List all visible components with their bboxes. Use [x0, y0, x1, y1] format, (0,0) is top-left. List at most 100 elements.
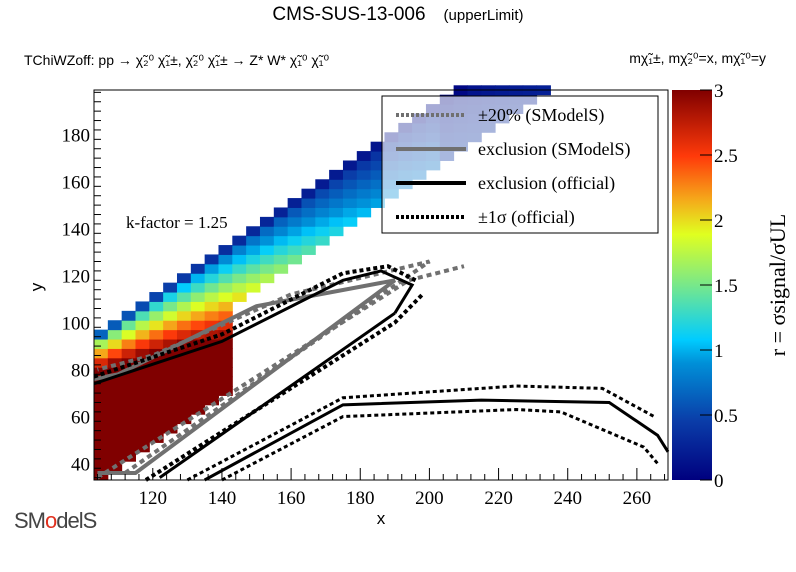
- heatmap-cell: [135, 376, 150, 387]
- heatmap-cell: [246, 226, 261, 237]
- heatmap-cell: [190, 292, 206, 302]
- heatmap-cell: [135, 367, 150, 378]
- heatmap-cell: [149, 292, 164, 302]
- heatmap-cell: [190, 367, 206, 378]
- heatmap-cell: [149, 310, 164, 321]
- heatmap-cell: [163, 339, 178, 349]
- heatmap-cell: [218, 301, 233, 312]
- heatmap-cell: [246, 282, 261, 293]
- heatmap-cell: [176, 404, 192, 415]
- heatmap-cell: [94, 423, 109, 434]
- legend-entry-label: exclusion (SModelS): [478, 139, 631, 160]
- y-tick-label: 40: [71, 455, 90, 476]
- legend: ±20% (SModelS) exclusion (SModelS) exclusi…: [381, 95, 659, 234]
- heatmap-cell: [121, 423, 136, 434]
- heatmap-cell: [287, 235, 302, 246]
- y-tick-label: 60: [71, 408, 90, 429]
- heatmap-cell: [301, 245, 316, 255]
- heatmap-cell: [176, 357, 192, 368]
- heatmap-cell: [218, 245, 233, 255]
- heatmap-cell: [204, 320, 219, 331]
- heatmap-cell: [190, 348, 206, 359]
- heatmap-cell: [135, 423, 150, 434]
- heatmap-cell: [121, 329, 136, 340]
- curve-smodels-exclusion: [93, 278, 397, 475]
- heatmap-cell: [121, 376, 136, 387]
- heatmap-cell: [190, 320, 206, 331]
- heatmap-cell: [259, 254, 275, 265]
- heatmap-cell: [149, 423, 164, 434]
- heatmap-cell: [94, 386, 109, 396]
- heatmap-cell: [315, 207, 330, 218]
- heatmap-cell: [246, 273, 261, 284]
- heatmap-cell: [204, 348, 219, 359]
- y-axis-label: y: [27, 282, 46, 291]
- z-tick-label: 2: [714, 211, 724, 232]
- heatmap-cell: [204, 282, 219, 293]
- legend-entry-label: ±1σ (official): [478, 207, 575, 228]
- heatmap-cell: [107, 320, 123, 331]
- heatmap-cell: [107, 404, 123, 415]
- heatmap-cell: [107, 442, 123, 453]
- y-tick-label: 100: [62, 314, 91, 335]
- heatmap-cell: [163, 367, 178, 378]
- heatmap-cell: [273, 254, 289, 265]
- heatmap-cell: [218, 376, 233, 387]
- heatmap-cell: [370, 179, 385, 190]
- heatmap-cell: [121, 320, 136, 331]
- heatmap-cell: [259, 263, 275, 274]
- z-tick-label: 0: [714, 471, 724, 492]
- color-bar-axis: 0 0.5 1 1.5 2 2.5 3: [700, 81, 738, 492]
- heatmap-cell: [107, 357, 123, 368]
- heatmap-cell: [204, 367, 219, 378]
- heatmap-cell: [163, 329, 178, 340]
- heatmap-cell: [190, 376, 206, 387]
- heatmap-cell: [342, 216, 358, 227]
- heatmap-cell: [342, 198, 358, 208]
- heatmap-cell: [135, 386, 150, 396]
- heatmap-cell: [287, 226, 302, 237]
- heatmap-cell: [121, 404, 136, 415]
- heatmap-cell: [232, 254, 247, 265]
- legend-entry-label: exclusion (official): [478, 173, 615, 194]
- heatmap-cell: [163, 292, 178, 302]
- heatmap-cell: [94, 329, 109, 340]
- heatmap-cell: [107, 451, 123, 462]
- heatmap-cell: [163, 301, 178, 312]
- heatmap-cell: [273, 226, 289, 237]
- k-factor-annotation: k-factor = 1.25: [126, 213, 228, 232]
- heatmap-cell: [204, 301, 219, 312]
- heatmap-cell: [315, 179, 330, 190]
- heatmap-cell: [176, 367, 192, 378]
- heatmap-cell: [135, 433, 150, 443]
- heatmap-cell: [190, 395, 206, 406]
- heatmap-cell: [356, 207, 372, 218]
- heatmap-cell: [121, 386, 136, 396]
- curve-official-minus1sigma-low: [221, 408, 659, 482]
- heatmap-cell: [218, 357, 233, 368]
- heatmap-cell: [232, 273, 247, 284]
- heatmap-cell: [190, 386, 206, 396]
- heatmap-cell: [149, 376, 164, 387]
- heatmap-cell: [176, 329, 192, 340]
- heatmap-cell: [204, 310, 219, 321]
- z-tick-label: 3: [714, 81, 724, 102]
- heatmap-cell: [259, 245, 275, 255]
- heatmap-cell: [190, 310, 206, 321]
- heatmap-cell: [135, 301, 150, 312]
- heatmap-cell: [356, 151, 372, 161]
- heatmap-cell: [107, 376, 123, 387]
- heatmap-cell: [356, 160, 372, 171]
- heatmap-cell: [315, 235, 330, 246]
- heatmap-cell: [246, 235, 261, 246]
- heatmap-cell: [204, 273, 219, 284]
- heatmap-cell: [107, 433, 123, 443]
- z-tick-label: 2.5: [714, 146, 738, 167]
- heatmap-cell: [218, 273, 233, 284]
- curve-smodels-minus20: [96, 264, 465, 480]
- heatmap-cell: [204, 254, 219, 265]
- heatmap-cell: [94, 433, 109, 443]
- chart-title: CMS-SUS-13-006 (upperLimit): [0, 4, 796, 26]
- heatmap-cell: [163, 414, 178, 425]
- heatmap-cell: [218, 263, 233, 274]
